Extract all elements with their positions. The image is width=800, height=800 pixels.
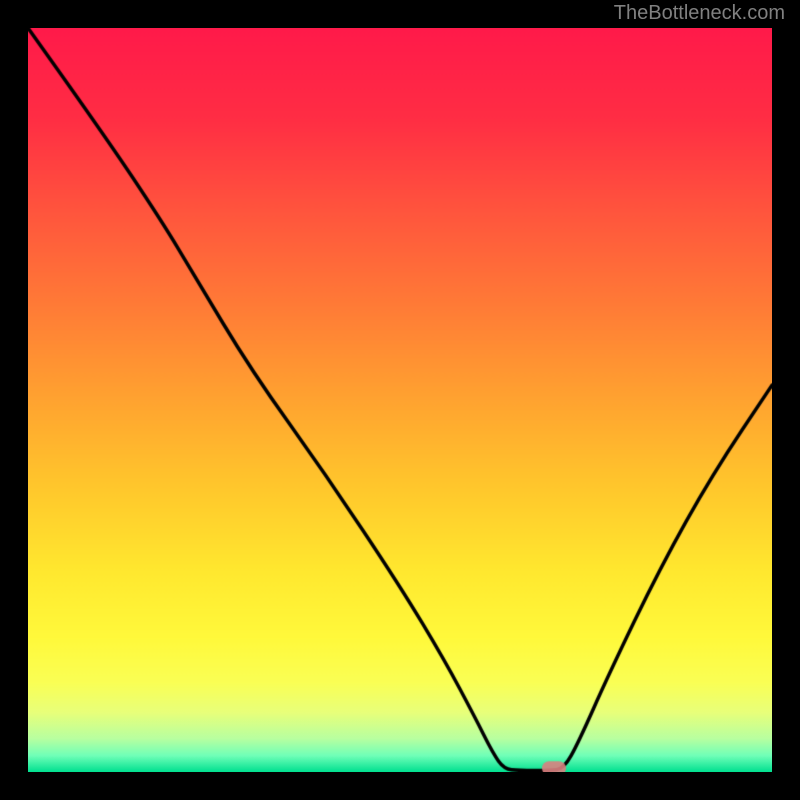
chart-container bbox=[28, 28, 772, 772]
bottleneck-curve-canvas bbox=[28, 28, 772, 772]
watermark-text: TheBottleneck.com bbox=[614, 2, 785, 25]
